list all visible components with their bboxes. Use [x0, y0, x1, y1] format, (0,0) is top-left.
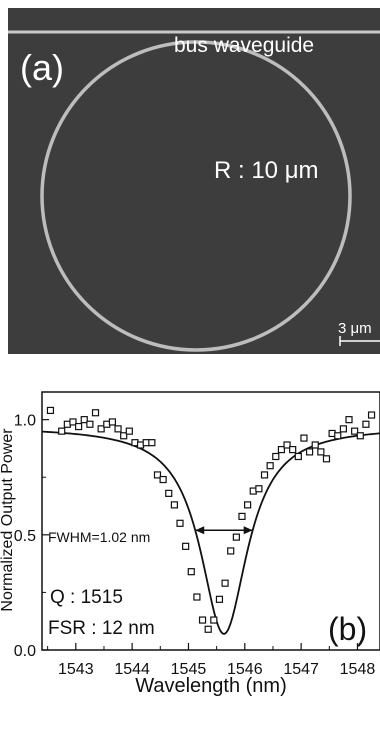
data-point [75, 422, 83, 431]
data-point [266, 462, 274, 470]
data-point [108, 418, 117, 426]
bus-waveguide-label: bus waveguide [174, 34, 314, 57]
data-point [362, 420, 370, 428]
data-point [272, 452, 280, 461]
data-point [114, 425, 122, 433]
data-point [260, 471, 269, 479]
sem-micrograph: (a) bus waveguide R : 10 μm 3 μm [8, 8, 380, 354]
annotations: FWHM=1.02 nm Q : 1515 FSR : 12 nm (b) [48, 526, 367, 647]
y-tick-label: 1.0 [14, 413, 36, 430]
data-point [221, 579, 229, 587]
data-point [58, 427, 66, 435]
data-point [334, 432, 342, 440]
data-point [317, 448, 325, 456]
plot-area [42, 406, 380, 635]
data-point [86, 420, 94, 428]
data-point [120, 432, 128, 440]
data-point [277, 445, 286, 454]
data-point [46, 406, 55, 415]
data-point [170, 501, 178, 509]
data-point [227, 547, 235, 555]
q-annotation: Q : 1515 [50, 587, 123, 608]
y-tick-label: 0.0 [14, 643, 36, 660]
transmission-chart-panel: 1543 1544 1545 1546 1547 1548 0.0 0.5 1.0 FWHM=1… [0, 360, 380, 728]
y-axis-label: Normalized Output Power [0, 428, 16, 612]
plot-frame [41, 391, 380, 651]
data-point [165, 489, 173, 497]
x-tick-label: 1547 [283, 661, 319, 678]
x-tick-label: 1546 [227, 661, 263, 678]
fwhm-arrowhead-left [195, 526, 205, 535]
data-point [294, 452, 302, 461]
axes: 1543 1544 1545 1546 1547 1548 0.0 0.5 1.0 [14, 413, 376, 678]
data-point [339, 425, 347, 433]
data-point [345, 416, 353, 424]
data-point [351, 427, 359, 435]
data-point [193, 593, 201, 601]
data-point [176, 519, 184, 527]
data-point [232, 533, 240, 541]
fwhm-annotation: FWHM=1.02 nm [48, 529, 150, 545]
data-point [204, 625, 212, 633]
data-point [182, 542, 190, 550]
data-point [322, 455, 331, 463]
data-point [283, 441, 291, 449]
x-tick-label: 1548 [340, 661, 376, 678]
data-point [125, 427, 133, 435]
radius-label: R : 10 μm [214, 157, 319, 184]
data-point [187, 568, 195, 576]
data-point [244, 501, 252, 509]
data-point [91, 409, 100, 417]
data-point [238, 512, 246, 520]
sem-background [8, 8, 380, 354]
data-point [215, 595, 224, 603]
scale-bar-label: 3 μm [338, 320, 372, 337]
data-point [305, 448, 314, 456]
data-point [300, 434, 308, 442]
lorentzian-fit-curve [42, 430, 380, 635]
data-point [69, 418, 77, 426]
data-point [356, 432, 364, 440]
x-axis-label: Wavelength (nm) [135, 675, 287, 697]
y-tick-label: 0.5 [14, 528, 36, 545]
data-point [97, 425, 105, 433]
data-point [210, 616, 218, 624]
transmission-chart: 1543 1544 1545 1546 1547 1548 0.0 0.5 1.0 FWHM=1… [0, 391, 380, 697]
x-tick-label: 1544 [114, 661, 150, 678]
data-point [255, 485, 263, 493]
data-point [153, 471, 162, 479]
data-point [289, 445, 297, 454]
microring [40, 40, 352, 352]
x-tick-label: 1543 [58, 661, 94, 678]
panel-b-label: (b) [328, 611, 367, 647]
data-point [159, 475, 167, 484]
fsr-annotation: FSR : 12 nm [48, 618, 155, 639]
sem-image-panel: (a) bus waveguide R : 10 μm 3 μm [8, 8, 380, 354]
data-point [311, 441, 319, 449]
x-tick-label: 1545 [171, 661, 207, 678]
data-point [198, 616, 207, 624]
panel-a-label: (a) [20, 47, 64, 88]
data-point [80, 416, 88, 424]
fwhm-arrowhead-right [243, 526, 253, 535]
data-point [148, 439, 156, 447]
data-point [367, 411, 376, 419]
